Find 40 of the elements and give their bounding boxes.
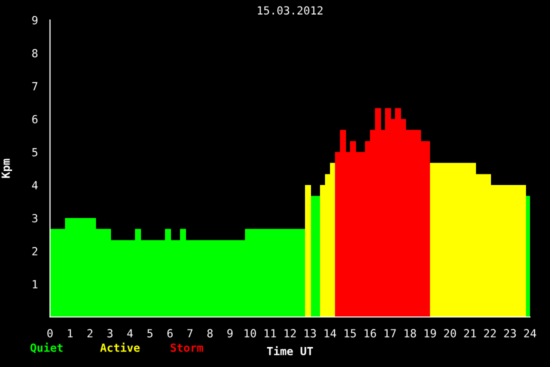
y-tick-label: 4 — [32, 181, 38, 190]
x-tick-label: 16 — [364, 329, 376, 338]
y-tick-label: 8 — [32, 49, 38, 58]
x-tick-label: 15 — [344, 329, 356, 338]
x-tick-label: 2 — [87, 329, 92, 338]
x-tick-label: 14 — [324, 329, 336, 338]
x-tick-label: 9 — [227, 329, 233, 338]
x-axis-title: Time UT — [267, 346, 313, 356]
x-tick-label: 24 — [524, 329, 536, 338]
x-tick-label: 18 — [404, 329, 416, 338]
x-tick-label: 23 — [504, 329, 516, 338]
x-tick-label: 13 — [304, 329, 316, 338]
x-tick-label: 3 — [107, 329, 113, 338]
x-tick-label: 5 — [147, 329, 152, 338]
y-tick-label: 2 — [32, 247, 38, 256]
x-tick-label: 7 — [187, 329, 193, 338]
y-tick-label: 1 — [32, 280, 38, 288]
x-tick-label: 21 — [464, 329, 476, 338]
text: Quiet — [30, 342, 63, 354]
chart-title: 15.03.2012 — [258, 6, 323, 15]
y-tick-label: 5 — [32, 148, 38, 156]
text: Storm — [170, 343, 204, 352]
x-tick-label: 22 — [484, 329, 496, 338]
x-tick-label: 10 — [244, 329, 256, 338]
y-tick-label: 9 — [32, 16, 38, 24]
x-tick-label: 19 — [424, 329, 436, 338]
y-axis-title: Kpm — [2, 158, 12, 178]
x-tick-label: 12 — [284, 329, 296, 338]
x-tick-label: 17 — [384, 329, 396, 338]
x-tick-label: 20 — [444, 329, 456, 338]
x-tick-label: 0 — [47, 329, 53, 338]
y-tick-label: 6 — [32, 115, 38, 124]
x-tick-label: 6 — [167, 329, 173, 338]
y-tick-label: 3 — [32, 214, 38, 222]
x-tick-label: 1 — [68, 329, 73, 338]
y-tick-label: 7 — [32, 82, 38, 90]
x-tick-label: 8 — [207, 329, 213, 338]
x-tick-label: 4 — [127, 329, 133, 338]
text: Active — [100, 342, 140, 352]
x-tick-label: 11 — [264, 329, 276, 338]
